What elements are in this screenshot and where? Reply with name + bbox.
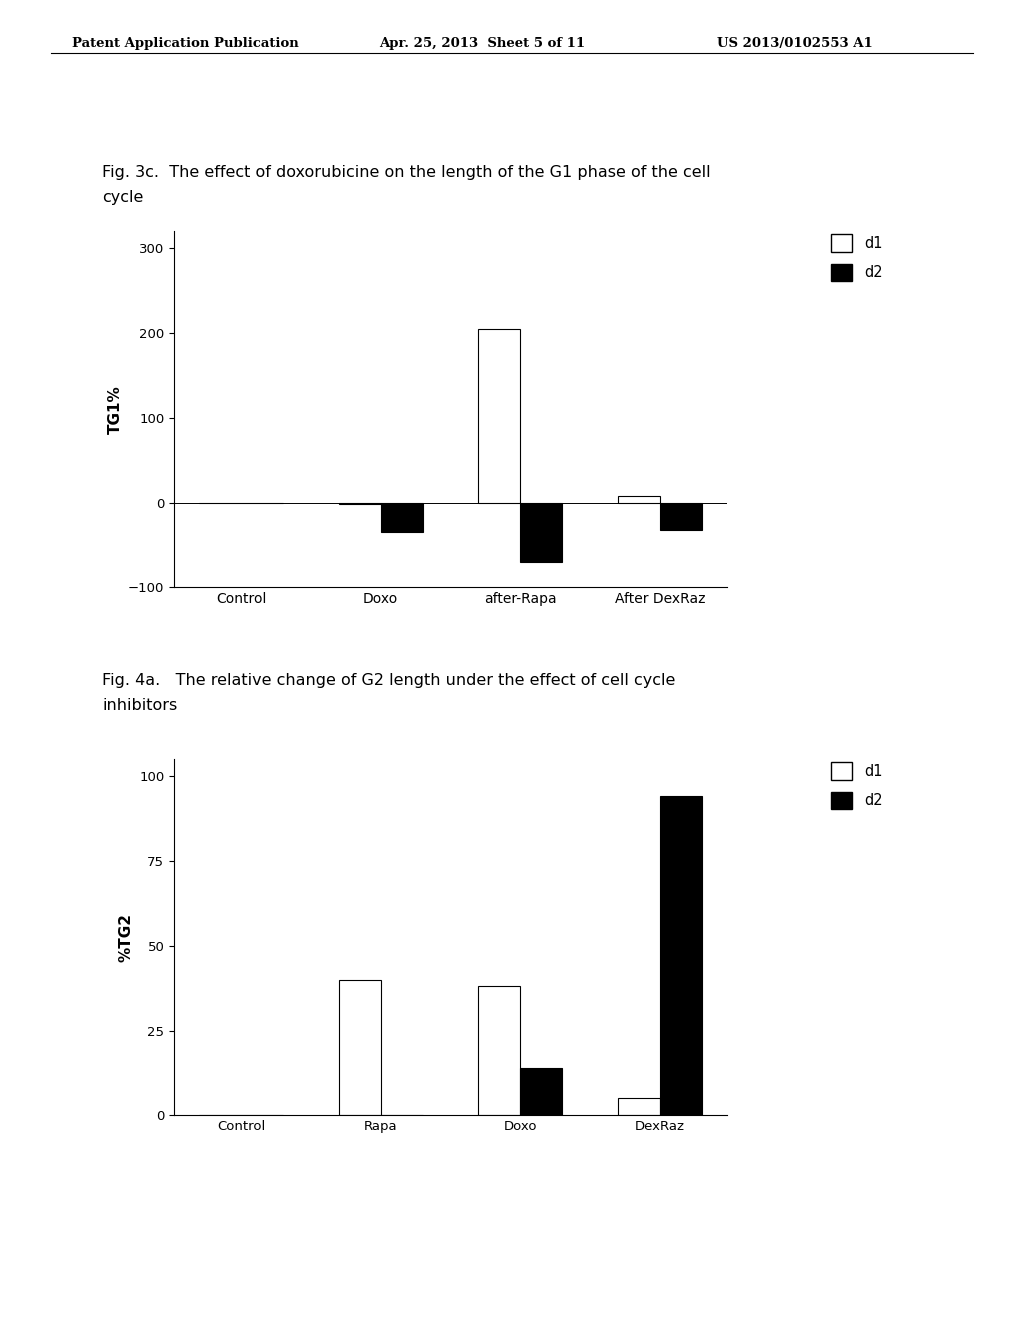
- Text: Patent Application Publication: Patent Application Publication: [72, 37, 298, 50]
- Bar: [339, 979, 381, 1115]
- Text: cycle: cycle: [102, 190, 143, 205]
- Legend: d1, d2: d1, d2: [827, 759, 886, 812]
- Bar: [478, 329, 520, 503]
- Bar: [520, 503, 562, 562]
- Y-axis label: TG1%: TG1%: [108, 385, 123, 433]
- Y-axis label: %TG2: %TG2: [119, 912, 133, 962]
- Bar: [618, 1098, 660, 1115]
- Bar: [478, 986, 520, 1115]
- Text: Fig. 4a.   The relative change of G2 length under the effect of cell cycle: Fig. 4a. The relative change of G2 lengt…: [102, 673, 676, 688]
- Legend: d1, d2: d1, d2: [827, 231, 886, 284]
- Text: Fig. 3c.  The effect of doxorubicine on the length of the G1 phase of the cell: Fig. 3c. The effect of doxorubicine on t…: [102, 165, 711, 180]
- Bar: [660, 796, 701, 1115]
- Bar: [660, 503, 701, 529]
- Bar: [381, 503, 423, 532]
- Bar: [339, 503, 381, 504]
- Text: Apr. 25, 2013  Sheet 5 of 11: Apr. 25, 2013 Sheet 5 of 11: [379, 37, 585, 50]
- Text: US 2013/0102553 A1: US 2013/0102553 A1: [717, 37, 872, 50]
- Text: inhibitors: inhibitors: [102, 698, 177, 713]
- Bar: [618, 496, 660, 503]
- Bar: [520, 1068, 562, 1115]
